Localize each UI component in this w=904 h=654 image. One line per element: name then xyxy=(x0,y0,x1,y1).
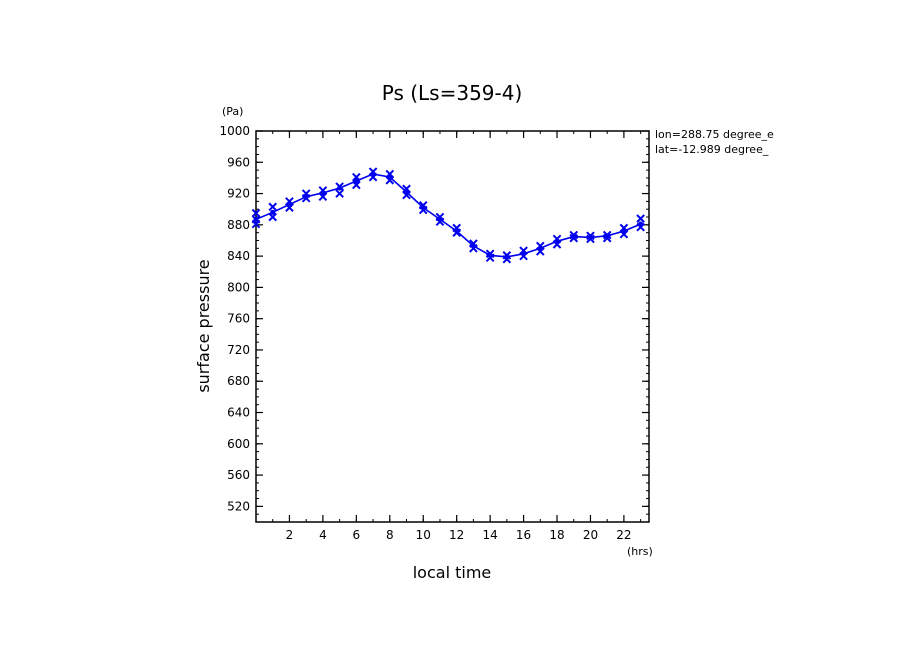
x-marker xyxy=(602,233,612,243)
x-marker xyxy=(535,247,545,256)
chart-title: Ps (Ls=359-4) xyxy=(382,81,523,105)
x-tick-label: 12 xyxy=(449,528,464,542)
x-marker xyxy=(352,172,361,182)
x-marker xyxy=(569,233,579,243)
x-marker xyxy=(318,186,328,195)
x-tick-label: 22 xyxy=(616,528,631,542)
longitude-annotation: lon=288.75 degree_e xyxy=(655,128,774,141)
series-point xyxy=(270,209,276,215)
x-marker xyxy=(452,228,461,237)
latitude-annotation: lat=-12.989 degree_ xyxy=(655,143,769,156)
y-tick-label: 800 xyxy=(227,280,250,294)
x-marker xyxy=(552,240,562,249)
x-marker xyxy=(619,223,629,233)
x-marker xyxy=(636,222,645,232)
x-marker xyxy=(636,214,645,223)
x-marker xyxy=(418,205,428,215)
x-marker xyxy=(385,175,395,185)
series-line xyxy=(255,173,641,258)
x-marker xyxy=(352,180,361,190)
x-marker xyxy=(385,169,395,179)
x-marker xyxy=(318,192,328,201)
y-tick-label: 840 xyxy=(227,249,250,263)
x-marker xyxy=(335,182,344,191)
x-marker xyxy=(268,212,278,222)
y-tick-label: 920 xyxy=(227,187,250,201)
x-marker xyxy=(285,203,294,212)
x-axis-label: local time xyxy=(413,563,492,582)
x-marker xyxy=(485,253,495,262)
y-unit-label: (Pa) xyxy=(222,105,243,118)
x-tick-label: 8 xyxy=(386,528,394,542)
x-marker xyxy=(602,230,612,240)
x-marker xyxy=(268,202,278,212)
x-marker xyxy=(435,217,445,227)
x-marker xyxy=(586,234,595,244)
x-marker xyxy=(285,197,294,206)
plot-frame xyxy=(255,130,650,523)
x-tick-label: 18 xyxy=(549,528,564,542)
data-series xyxy=(253,171,644,260)
y-tick-label: 560 xyxy=(227,468,250,482)
y-tick-label: 520 xyxy=(227,499,250,513)
x-tick-label: 2 xyxy=(286,528,294,542)
y-axis-label: surface pressure xyxy=(194,259,213,392)
y-tick-label: 880 xyxy=(227,218,250,232)
x-tick-label: 4 xyxy=(319,528,327,542)
x-marker xyxy=(251,215,261,224)
y-tick-label: 680 xyxy=(227,374,250,388)
y-tick-label: 600 xyxy=(227,437,250,451)
x-marker xyxy=(251,208,261,218)
x-marker xyxy=(469,243,478,253)
x-marker xyxy=(619,229,629,239)
x-marker xyxy=(301,193,311,203)
x-marker xyxy=(569,230,579,240)
data-markers xyxy=(251,167,645,264)
x-marker xyxy=(502,254,512,264)
plot-axes: 520 560 600 640 680 720 760 800 840 880 920 960 1000… xyxy=(219,124,650,542)
x-marker xyxy=(402,190,411,200)
x-marker xyxy=(335,189,344,198)
y-tick-label: 760 xyxy=(227,312,250,326)
x-marker xyxy=(519,251,528,261)
x-marker xyxy=(402,184,411,194)
x-marker xyxy=(586,231,595,241)
y-tick-label: 960 xyxy=(227,155,250,169)
y-tick-label: 720 xyxy=(227,343,250,357)
x-tick-label: 10 xyxy=(416,528,431,542)
x-tick-label: 16 xyxy=(516,528,531,542)
y-tick-label: 640 xyxy=(227,406,250,420)
x-tick-label: 20 xyxy=(583,528,598,542)
x-tick-label: 14 xyxy=(482,528,497,542)
x-marker xyxy=(368,172,378,182)
y-tick-label: 1000 xyxy=(219,124,250,138)
x-tick-label: 6 xyxy=(353,528,361,542)
x-unit-label: (hrs) xyxy=(627,545,653,558)
